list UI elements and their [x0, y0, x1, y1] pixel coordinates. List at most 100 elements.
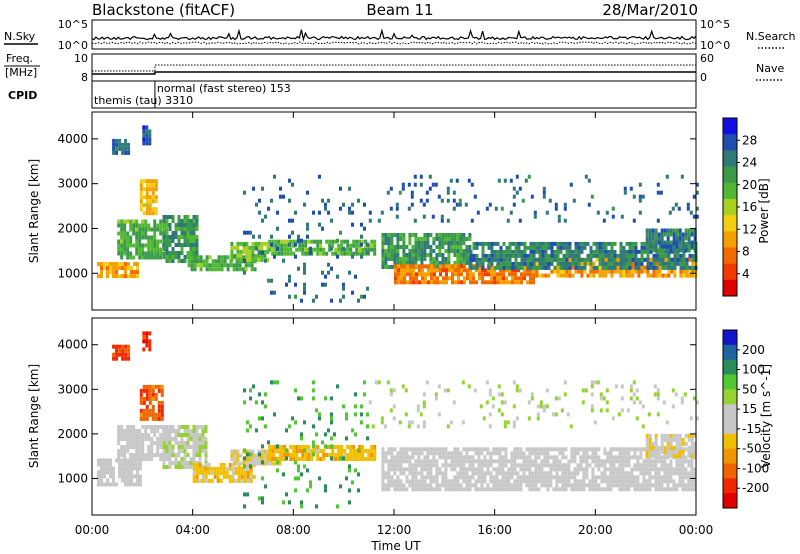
range-gate-cell	[411, 471, 415, 476]
range-gate-cell	[621, 447, 625, 452]
range-gate-cell	[462, 475, 466, 480]
range-gate-cell	[607, 253, 611, 258]
range-gate-cell	[675, 244, 679, 249]
range-gate-cell	[109, 458, 112, 463]
range-gate-cell	[444, 471, 448, 476]
range-gate-cell	[631, 269, 635, 274]
range-gate-cell	[619, 269, 623, 274]
range-gate-cell	[183, 449, 187, 453]
colorbar-tick-label: -200	[742, 481, 769, 495]
range-gate-cell	[512, 186, 516, 191]
range-gate-cell	[491, 396, 495, 401]
range-gate-cell	[580, 269, 584, 274]
range-gate-cell	[492, 451, 496, 456]
range-gate-cell	[264, 392, 267, 397]
range-gate-cell	[331, 251, 335, 256]
range-gate-cell	[153, 255, 157, 260]
range-gate-cell	[352, 457, 356, 461]
range-gate-cell	[678, 453, 682, 458]
range-gate-cell	[652, 265, 656, 270]
range-gate-cell	[363, 226, 366, 231]
range-gate-cell	[681, 487, 685, 492]
range-gate-cell	[144, 243, 148, 248]
colorbar-segment	[723, 359, 737, 375]
range-gate-cell	[576, 479, 580, 484]
range-gate-cell	[233, 457, 237, 462]
range-gate-cell	[655, 261, 659, 266]
range-gate-cell	[245, 241, 249, 246]
range-gate-cell	[675, 445, 679, 450]
range-gate-cell	[590, 194, 594, 199]
range-gate-cell	[214, 259, 218, 264]
velocity-cells	[97, 331, 699, 509]
range-gate-cell	[444, 447, 448, 452]
range-gate-cell	[553, 269, 557, 274]
range-gate-cell	[612, 463, 616, 468]
range-gate-cell	[564, 475, 568, 480]
range-gate-cell	[600, 479, 604, 484]
range-gate-cell	[501, 487, 505, 492]
range-gate-cell	[117, 223, 121, 228]
range-gate-cell	[665, 420, 669, 425]
range-gate-cell	[421, 268, 424, 273]
range-gate-cell	[469, 265, 473, 270]
range-gate-cell	[204, 453, 208, 457]
range-gate-cell	[681, 453, 685, 458]
range-gate-cell	[142, 133, 146, 138]
range-gate-cell	[219, 478, 223, 483]
range-gate-cell	[307, 239, 311, 244]
range-gate-cell	[373, 445, 377, 449]
range-gate-cell	[452, 190, 456, 195]
range-gate-cell	[678, 445, 682, 450]
range-gate-cell	[675, 467, 679, 472]
range-gate-cell	[610, 253, 614, 258]
range-gate-cell	[106, 266, 109, 271]
range-gate-cell	[427, 268, 430, 273]
range-gate-cell	[657, 471, 661, 476]
range-gate-cell	[492, 479, 496, 484]
range-gate-cell	[291, 218, 294, 223]
range-gate-cell	[444, 451, 448, 456]
range-gate-cell	[660, 479, 664, 484]
range-gate-cell	[605, 388, 609, 393]
range-gate-cell	[238, 263, 242, 268]
range-gate-cell	[516, 471, 520, 476]
range-gate-cell	[493, 249, 497, 254]
range-gate-cell	[331, 243, 335, 248]
range-gate-cell	[478, 268, 481, 273]
range-gate-cell	[139, 187, 143, 192]
range-gate-cell	[150, 437, 154, 441]
range-gate-cell	[424, 276, 427, 281]
range-gate-cell	[508, 245, 512, 250]
range-gate-cell	[360, 222, 363, 227]
range-gate-cell	[422, 420, 426, 425]
range-gate-cell	[540, 459, 544, 464]
range-gate-cell	[276, 444, 279, 449]
range-gate-cell	[297, 238, 300, 243]
range-gate-cell	[546, 455, 550, 460]
range-gate-cell	[582, 479, 586, 484]
range-gate-cell	[547, 261, 551, 266]
range-gate-cell	[450, 249, 454, 253]
range-gate-cell	[324, 202, 327, 207]
range-gate-cell	[165, 465, 169, 469]
range-gate-cell	[649, 265, 653, 270]
range-gate-cell	[387, 467, 391, 472]
range-gate-cell	[139, 191, 143, 196]
range-gate-cell	[151, 416, 155, 421]
range-gate-cell	[292, 449, 296, 453]
range-gate-cell	[544, 253, 548, 258]
range-gate-cell	[513, 459, 517, 464]
range-gate-cell	[589, 249, 593, 254]
range-gate-cell	[547, 265, 551, 270]
range-gate-cell	[115, 458, 118, 463]
range-gate-cell	[381, 249, 385, 253]
range-gate-cell	[193, 259, 197, 264]
range-gate-cell	[490, 241, 494, 246]
range-gate-cell	[441, 241, 445, 245]
range-gate-cell	[655, 265, 659, 270]
range-gate-cell	[211, 267, 215, 272]
colorbar-segment	[723, 404, 737, 420]
range-gate-cell	[426, 245, 430, 249]
range-gate-cell	[681, 244, 685, 249]
